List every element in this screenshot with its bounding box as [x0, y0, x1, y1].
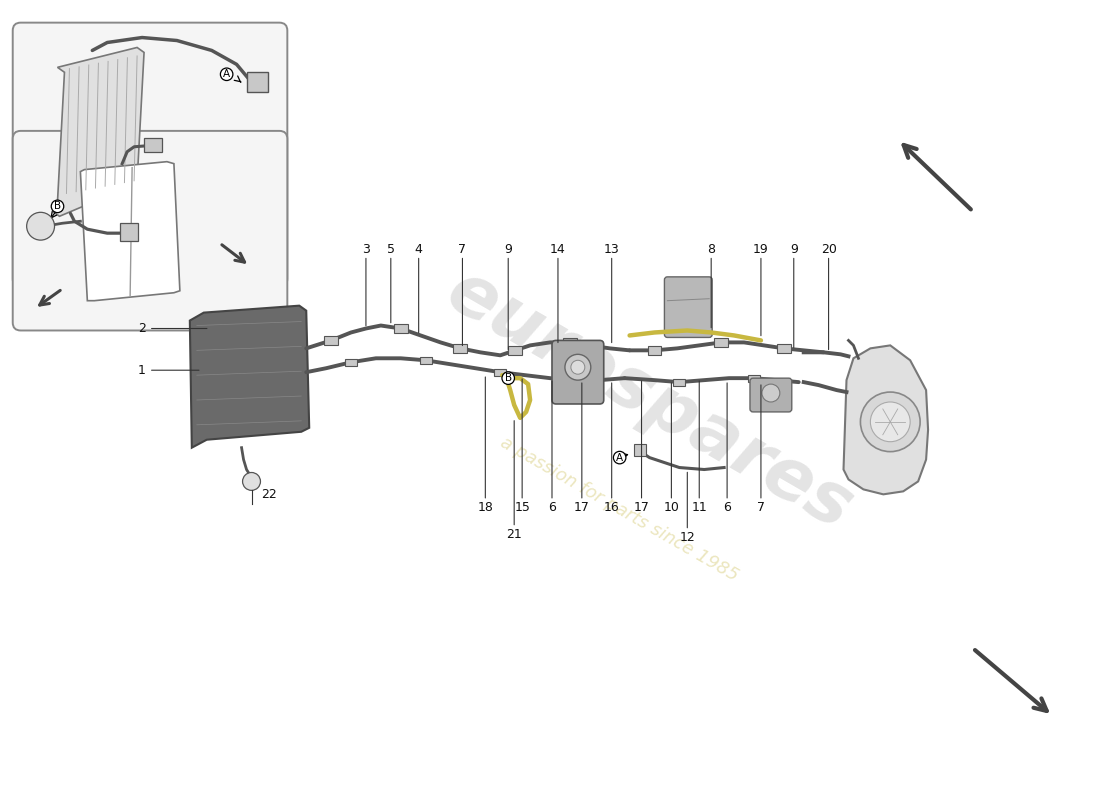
- Bar: [563, 338, 576, 346]
- Bar: [634, 444, 646, 456]
- Text: 7: 7: [459, 242, 466, 346]
- Bar: [394, 324, 408, 333]
- Text: B: B: [54, 202, 62, 211]
- Text: 1: 1: [139, 364, 199, 377]
- Bar: [120, 223, 139, 241]
- FancyBboxPatch shape: [13, 22, 287, 286]
- Circle shape: [243, 473, 261, 490]
- Text: eurospares: eurospares: [434, 256, 865, 544]
- Text: 10: 10: [663, 383, 680, 514]
- Bar: [345, 358, 358, 366]
- Circle shape: [860, 392, 920, 452]
- Text: a passion for parts since 1985: a passion for parts since 1985: [497, 434, 741, 585]
- Polygon shape: [844, 346, 928, 494]
- Circle shape: [762, 384, 780, 402]
- Polygon shape: [53, 47, 144, 216]
- Text: 20: 20: [821, 242, 836, 350]
- Text: 7: 7: [757, 385, 764, 514]
- Bar: [714, 338, 728, 346]
- Circle shape: [565, 354, 591, 380]
- Bar: [508, 346, 522, 354]
- Text: 11: 11: [692, 381, 707, 514]
- FancyBboxPatch shape: [750, 378, 792, 412]
- FancyBboxPatch shape: [552, 341, 604, 404]
- Text: 2: 2: [139, 322, 207, 335]
- Text: 18: 18: [477, 377, 493, 514]
- Text: 13: 13: [604, 242, 619, 342]
- Bar: [453, 344, 468, 353]
- Bar: [324, 336, 338, 345]
- Bar: [673, 378, 685, 386]
- Bar: [777, 344, 791, 353]
- Bar: [748, 374, 760, 382]
- Bar: [144, 138, 162, 152]
- Text: 21: 21: [506, 421, 522, 541]
- Circle shape: [26, 212, 55, 240]
- Text: 6: 6: [548, 381, 556, 514]
- Text: A: A: [223, 70, 230, 79]
- Text: 16: 16: [604, 383, 619, 514]
- Polygon shape: [80, 162, 180, 301]
- Text: 4: 4: [415, 242, 422, 333]
- Text: 17: 17: [634, 381, 649, 514]
- Text: 17: 17: [574, 383, 590, 514]
- Text: B: B: [505, 373, 512, 383]
- Text: 8: 8: [707, 242, 715, 328]
- Polygon shape: [190, 306, 309, 448]
- Text: 19: 19: [754, 242, 769, 336]
- Text: A: A: [616, 453, 624, 462]
- Bar: [494, 369, 506, 376]
- FancyBboxPatch shape: [664, 277, 712, 338]
- Text: 22: 22: [262, 488, 277, 501]
- Text: 9: 9: [790, 242, 798, 347]
- Text: 12: 12: [680, 472, 695, 543]
- Bar: [648, 346, 661, 354]
- FancyBboxPatch shape: [13, 131, 287, 330]
- Text: 14: 14: [550, 242, 565, 342]
- Bar: [569, 377, 581, 384]
- Text: 6: 6: [723, 383, 732, 514]
- Text: 15: 15: [514, 379, 530, 514]
- Text: 3: 3: [362, 242, 370, 326]
- Text: 9: 9: [504, 242, 513, 350]
- Text: 5: 5: [387, 242, 395, 322]
- Bar: [420, 357, 431, 364]
- Bar: [246, 72, 268, 92]
- Circle shape: [870, 402, 910, 442]
- Circle shape: [571, 360, 585, 374]
